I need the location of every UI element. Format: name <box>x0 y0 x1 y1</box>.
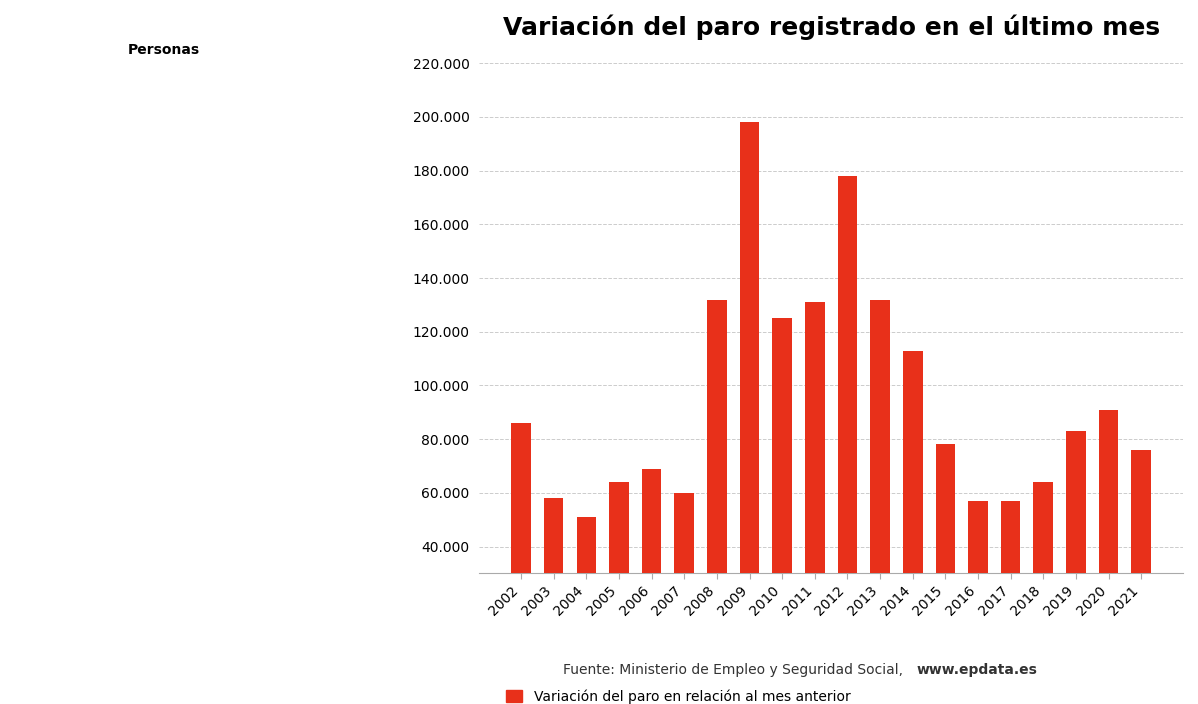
Bar <box>609 482 629 573</box>
Bar <box>837 176 858 573</box>
Text: Personas: Personas <box>127 44 199 57</box>
Bar <box>870 299 890 573</box>
Bar <box>707 299 727 573</box>
Text: Fuente: Ministerio de Empleo y Seguridad Social,: Fuente: Ministerio de Empleo y Seguridad… <box>563 663 907 677</box>
Bar <box>1099 410 1119 573</box>
Bar <box>739 122 760 573</box>
Bar <box>968 501 988 573</box>
Bar <box>674 493 694 573</box>
Bar <box>903 351 922 573</box>
Bar <box>544 498 563 573</box>
Legend: Variación del paro en relación al mes anterior: Variación del paro en relación al mes an… <box>501 684 855 704</box>
Bar <box>1000 501 1021 573</box>
Bar <box>512 423 531 573</box>
Bar <box>1066 431 1085 573</box>
Bar <box>773 318 792 573</box>
Bar <box>576 517 597 573</box>
Bar <box>936 444 955 573</box>
Bar <box>642 469 661 573</box>
Text: www.epdata.es: www.epdata.es <box>916 663 1037 677</box>
Bar <box>805 302 824 573</box>
Bar <box>1131 450 1151 573</box>
Title: Variación del paro registrado en el último mes: Variación del paro registrado en el últi… <box>502 15 1160 41</box>
Bar <box>1034 482 1053 573</box>
